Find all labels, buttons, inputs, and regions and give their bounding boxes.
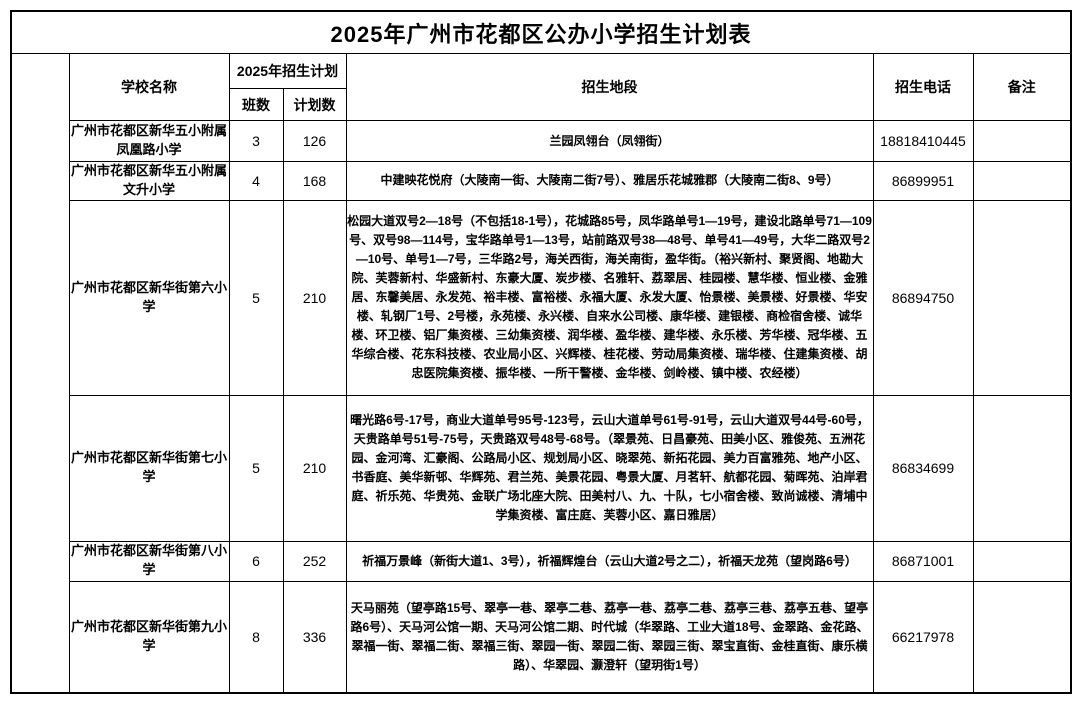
- header-row-bottom: 班数 计划数: [11, 88, 1071, 121]
- school-name-cell: 广州市花都区新华街第八小学: [68, 540, 230, 582]
- column-header-school: 学校名称: [68, 53, 230, 121]
- table-row: 广州市花都区新华五小附属文升小学 4 168 中建映花悦府（大陵南一街、大陵南二…: [11, 161, 1072, 201]
- classes-count-cell: 6: [228, 540, 284, 582]
- enrollment-plan-sheet: 2025年广州市花都区公办小学招生计划表 学校名称 2025年招生计划 招生地段…: [10, 10, 1072, 695]
- table-row: 广州市花都区新华街第九小学 8 336 天马丽苑（望亭路15号、翠亭一巷、翠亭二…: [11, 580, 1072, 694]
- classes-count-cell: 4: [228, 161, 284, 201]
- plan-count-cell: 168: [282, 161, 347, 201]
- classes-count-cell: 5: [228, 394, 284, 542]
- classes-count-cell: 8: [228, 580, 284, 694]
- school-name-cell: 广州市花都区新华街第九小学: [68, 580, 230, 694]
- plan-count-cell: 210: [282, 199, 347, 396]
- enrollment-area-cell: 天马丽苑（望亭路15号、翠亭一巷、翠亭二巷、荔亭一巷、荔亭二巷、荔亭三巷、荔亭五…: [345, 580, 874, 694]
- classes-count-cell: 5: [228, 199, 284, 396]
- remark-cell: [972, 580, 1072, 694]
- page-title: 2025年广州市花都区公办小学招生计划表: [10, 10, 1072, 54]
- plan-count-cell: 336: [282, 580, 347, 694]
- enrollment-area-cell: 兰园凤翎台（凤翎街）: [345, 120, 874, 162]
- title-row: 2025年广州市花都区公办小学招生计划表: [10, 10, 1072, 54]
- enrollment-area-cell: 祈福万景峰（新街大道1、3号），祈福辉煌台（云山大道2号之二），祈福天龙苑（望岗…: [345, 540, 874, 582]
- plan-count-cell: 210: [282, 394, 347, 542]
- phone-cell: 86871001: [872, 540, 974, 582]
- remark-cell: [972, 199, 1072, 396]
- remark-cell: [972, 394, 1072, 542]
- school-name-cell: 广州市花都区新华五小附属凤凰路小学: [68, 120, 230, 162]
- enrollment-plan-table: 2025年广州市花都区公办小学招生计划表 学校名称 2025年招生计划 招生地段…: [10, 10, 1072, 695]
- school-name-cell: 广州市花都区新华街第六小学: [68, 199, 230, 396]
- header-row-top: 学校名称 2025年招生计划 招生地段 招生电话 备注: [10, 53, 1072, 694]
- enrollment-area-cell: 曙光路6号-17号，商业大道单号95号-123号，云山大道单号61号-91号，云…: [345, 394, 874, 542]
- table-row: 广州市花都区新华街第六小学 5 210 松园大道双号2—18号（不包括18-1号…: [11, 199, 1072, 396]
- school-name-cell: 广州市花都区新华街第七小学: [68, 394, 230, 542]
- classes-count-cell: 3: [228, 120, 284, 162]
- remark-cell: [972, 161, 1072, 201]
- column-header-plan-group: 2025年招生计划: [228, 53, 347, 89]
- column-header-area: 招生地段: [345, 53, 874, 121]
- column-header-remark: 备注: [972, 53, 1072, 121]
- column-header-classes: 班数: [228, 88, 284, 121]
- phone-cell: 86834699: [872, 394, 974, 542]
- column-header-plan: 计划数: [282, 88, 347, 121]
- table-row: 广州市花都区新华街第七小学 5 210 曙光路6号-17号，商业大道单号95号-…: [11, 394, 1072, 542]
- phone-cell: 18818410445: [872, 120, 974, 162]
- plan-count-cell: 252: [282, 540, 347, 582]
- table-row: 广州市花都区新华街第八小学 6 252 祈福万景峰（新街大道1、3号），祈福辉煌…: [11, 540, 1072, 582]
- table-row: 广州市花都区新华五小附属凤凰路小学 3 126 兰园凤翎台（凤翎街） 18818…: [11, 120, 1072, 162]
- enrollment-area-cell: 中建映花悦府（大陵南一街、大陵南二街7号）、雅居乐花城雅郡（大陵南二街8、9号）: [345, 161, 874, 201]
- school-name-cell: 广州市花都区新华五小附属文升小学: [68, 161, 230, 201]
- phone-cell: 86899951: [872, 161, 974, 201]
- remark-cell: [972, 120, 1072, 162]
- phone-cell: 86894750: [872, 199, 974, 396]
- enrollment-area-cell: 松园大道双号2—18号（不包括18-1号），花城路85号，凤华路单号1—19号，…: [345, 199, 874, 396]
- column-header-phone: 招生电话: [872, 53, 974, 121]
- plan-count-cell: 126: [282, 120, 347, 162]
- phone-cell: 66217978: [872, 580, 974, 694]
- left-gutter-cell: [10, 53, 70, 694]
- remark-cell: [972, 540, 1072, 582]
